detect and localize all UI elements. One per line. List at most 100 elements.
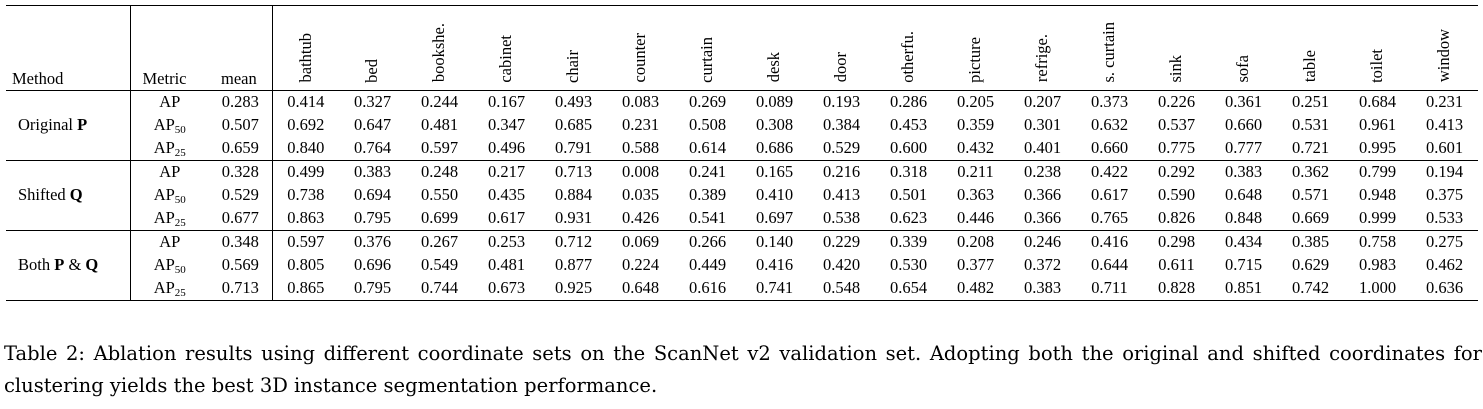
- value-cell: 0.422: [1090, 162, 1129, 182]
- value-cell: 0.389: [688, 185, 727, 205]
- table-row: Shifted Q AP 0.328 0.499 0.383 0.248 0.217 0.71…: [6, 160, 1478, 231]
- value-cell: 0.694: [353, 185, 392, 205]
- metric-name: AP: [153, 208, 175, 228]
- metric-subscript: 50: [174, 263, 186, 276]
- value-cell: 0.777: [1224, 138, 1263, 158]
- value-cell: 0.686: [755, 138, 794, 158]
- metric-name: AP: [153, 138, 175, 158]
- metric-subscript: 50: [174, 194, 186, 207]
- value-cell: 0.493: [554, 92, 593, 112]
- value-cell: 0.482: [956, 278, 995, 298]
- value-cell: 0.361: [1224, 92, 1263, 112]
- value-cell: 0.696: [353, 254, 392, 274]
- metric-name: AP: [159, 162, 181, 182]
- value-cell: 0.805: [287, 254, 325, 274]
- value-cell: 0.931: [554, 208, 593, 228]
- value-cell: 0.359: [956, 115, 995, 135]
- value-cell: 0.383: [1224, 162, 1263, 182]
- value-cell: 0.508: [688, 115, 727, 135]
- value-cell: 0.799: [1358, 162, 1397, 182]
- value-cell: 0.533: [1425, 208, 1464, 228]
- method-symbol: P: [54, 254, 65, 274]
- metric-cell: AP50: [130, 254, 209, 277]
- value-cell: 0.636: [1425, 278, 1464, 298]
- value-cell: 0.251: [1291, 92, 1330, 112]
- value-cell: 0.194: [1425, 162, 1464, 182]
- value-cell: 0.426: [621, 208, 660, 228]
- value-cell: 0.211: [957, 162, 994, 182]
- value-cell: 0.571: [1291, 185, 1330, 205]
- value-cell: 0.481: [420, 115, 459, 135]
- value-cell: 0.644: [1090, 254, 1129, 274]
- value-cell: 0.298: [1157, 231, 1196, 251]
- value-cell: 0.877: [554, 254, 593, 274]
- value-cell: 0.376: [353, 231, 392, 251]
- ablation-table: Method Metric mean bathtub bed bookshe. cab…: [6, 5, 1478, 301]
- value-cell: 0.721: [1291, 138, 1330, 158]
- value-cell: 0.216: [822, 162, 861, 182]
- category-header-label: window: [1434, 29, 1454, 83]
- value-cell: 0.541: [688, 208, 727, 228]
- value-cell: 0.501: [889, 185, 928, 205]
- value-cell: 0.248: [420, 162, 459, 182]
- value-cell: 0.684: [1358, 92, 1397, 112]
- mean-cell: 0.569: [209, 253, 273, 277]
- value-cell: 0.496: [487, 138, 526, 158]
- metric-name: AP: [159, 92, 181, 112]
- value-cell: 0.481: [487, 254, 526, 274]
- category-header-label: cabinet: [496, 34, 516, 83]
- value-cell: 0.884: [554, 185, 593, 205]
- value-cell: 0.008: [621, 162, 660, 182]
- metric-cell: AP50: [130, 114, 209, 137]
- value-cell: 0.775: [1157, 138, 1196, 158]
- value-cell: 0.140: [755, 231, 794, 251]
- value-cell: 0.597: [287, 231, 325, 251]
- category-header: table: [1277, 6, 1344, 91]
- value-cell: 0.623: [889, 208, 928, 228]
- value-cell: 0.741: [755, 278, 794, 298]
- value-cell: 0.715: [1224, 254, 1263, 274]
- value-cell: 0.865: [287, 278, 325, 298]
- metric-subscript: 25: [174, 287, 186, 300]
- value-cell: 0.205: [956, 92, 995, 112]
- method-group: Both P & Q AP 0.348 0.597 0.376 0.267 0.253 0.7…: [6, 230, 1478, 301]
- value-cell: 0.226: [1157, 92, 1196, 112]
- category-header-label: bed: [362, 58, 382, 83]
- value-cell: 0.362: [1291, 162, 1330, 182]
- category-header-label: table: [1300, 50, 1320, 83]
- value-cell: 0.449: [688, 254, 727, 274]
- value-cell: 0.383: [353, 162, 392, 182]
- value-cell: 0.286: [889, 92, 928, 112]
- value-cell: 0.648: [621, 278, 660, 298]
- value-cell: 0.590: [1157, 185, 1196, 205]
- value-cell: 0.948: [1358, 185, 1397, 205]
- method-group: Shifted Q AP 0.328 0.499 0.383 0.248 0.217 0.71…: [6, 160, 1478, 231]
- value-cell: 0.327: [353, 92, 392, 112]
- value-cell: 0.231: [1425, 92, 1464, 112]
- category-header: window: [1411, 6, 1478, 91]
- category-header: refrige.: [1009, 6, 1076, 91]
- metric-subscript: 50: [174, 124, 186, 137]
- value-cell: 0.925: [554, 278, 593, 298]
- category-header-label: chair: [563, 49, 583, 83]
- value-cell: 1.000: [1358, 278, 1397, 298]
- category-header: curtain: [674, 6, 741, 91]
- category-header-label: counter: [630, 33, 650, 83]
- category-header-label: sink: [1166, 54, 1186, 83]
- method-symbol: Q: [69, 185, 83, 205]
- value-cell: 0.795: [353, 208, 392, 228]
- category-header: cabinet: [473, 6, 540, 91]
- value-cell: 0.208: [956, 231, 995, 251]
- value-cell: 0.711: [1091, 278, 1128, 298]
- value-cell: 0.611: [1158, 254, 1195, 274]
- value-cell: 0.432: [956, 138, 995, 158]
- value-cell: 0.035: [621, 185, 660, 205]
- value-cell: 0.758: [1358, 231, 1397, 251]
- value-cell: 0.617: [487, 208, 526, 228]
- category-header-label: picture: [965, 36, 985, 83]
- category-header-label: curtain: [697, 36, 717, 83]
- category-header-label: bookshe.: [429, 23, 449, 83]
- value-cell: 0.416: [1090, 231, 1129, 251]
- value-cell: 0.435: [487, 185, 526, 205]
- value-cell: 0.301: [1023, 115, 1062, 135]
